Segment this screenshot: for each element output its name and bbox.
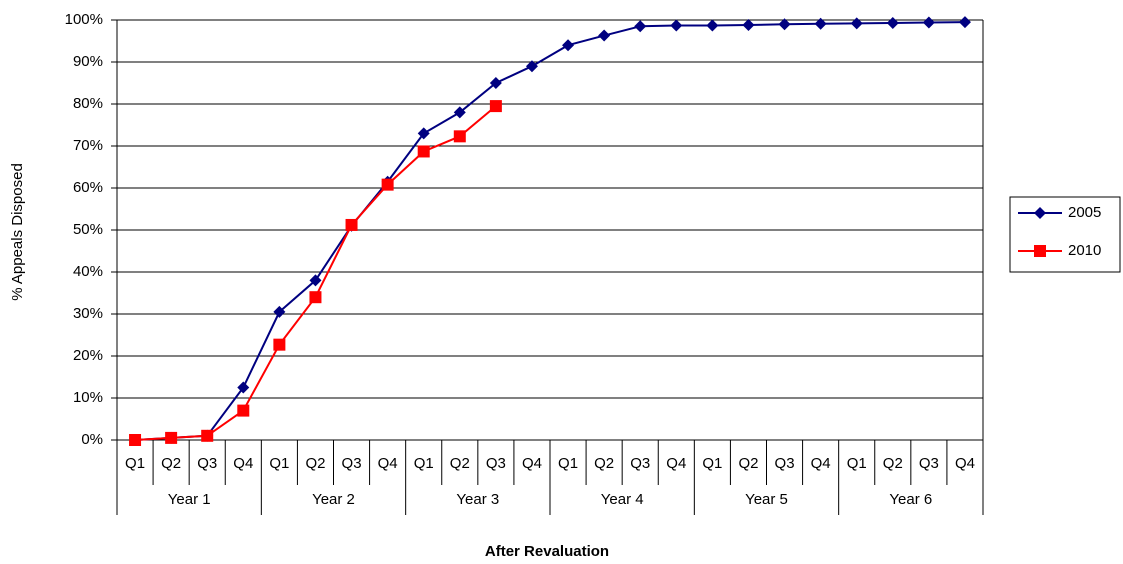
x-tick-label: Q4 xyxy=(378,455,398,472)
y-tick-label: 10% xyxy=(73,389,103,406)
x-group-label: Year 3 xyxy=(456,491,499,508)
data-point xyxy=(417,127,430,140)
data-point xyxy=(237,404,250,417)
x-tick-label: Q4 xyxy=(522,455,542,472)
x-tick-label: Q3 xyxy=(630,455,650,472)
x-tick-label: Q1 xyxy=(269,455,289,472)
data-point xyxy=(273,305,286,318)
x-axis-title: After Revaluation xyxy=(485,543,609,560)
data-point xyxy=(634,20,647,33)
x-tick-label: Q3 xyxy=(342,455,362,472)
x-tick-label: Q4 xyxy=(666,455,686,472)
y-axis-title: % Appeals Disposed xyxy=(9,163,26,301)
data-point xyxy=(417,145,430,158)
data-point xyxy=(345,218,358,231)
x-tick-label: Q4 xyxy=(233,455,253,472)
x-tick-label: Q1 xyxy=(414,455,434,472)
x-tick-label: Q3 xyxy=(919,455,939,472)
series-line xyxy=(134,105,497,441)
data-point xyxy=(489,77,502,89)
y-tick-label: 20% xyxy=(73,347,103,364)
legend-marker xyxy=(1034,207,1046,219)
data-point xyxy=(670,19,683,32)
data-point xyxy=(201,429,214,442)
data-point xyxy=(850,17,863,30)
x-group-label: Year 2 xyxy=(312,491,355,508)
x-group-label: Year 5 xyxy=(745,491,788,508)
legend-marker xyxy=(1034,245,1046,257)
data-point xyxy=(598,29,611,42)
legend-label: 2010 xyxy=(1068,242,1101,259)
x-tick-label: Q3 xyxy=(486,455,506,472)
y-tick-label: 40% xyxy=(73,263,103,280)
data-point xyxy=(778,18,791,31)
x-tick-label: Q1 xyxy=(558,455,578,472)
data-point xyxy=(922,16,935,29)
x-tick-label: Q2 xyxy=(450,455,470,472)
x-tick-label: Q2 xyxy=(883,455,903,472)
data-point xyxy=(489,100,502,113)
data-point xyxy=(814,17,827,30)
data-point xyxy=(453,130,466,143)
x-tick-label: Q2 xyxy=(305,455,325,472)
x-tick-label: Q4 xyxy=(811,455,831,472)
x-group-label: Year 1 xyxy=(168,491,211,508)
y-tick-label: 50% xyxy=(73,221,103,238)
data-point xyxy=(129,434,142,446)
data-point xyxy=(273,338,286,351)
data-point xyxy=(309,291,322,304)
data-point xyxy=(453,106,466,119)
y-tick-label: 100% xyxy=(65,11,103,28)
x-tick-label: Q1 xyxy=(702,455,722,472)
x-tick-label: Q4 xyxy=(955,455,975,472)
x-tick-label: Q2 xyxy=(161,455,181,472)
legend-box xyxy=(1009,196,1121,273)
x-group-label: Year 6 xyxy=(889,491,932,508)
x-tick-label: Q1 xyxy=(125,455,145,472)
data-point xyxy=(742,19,755,32)
data-point xyxy=(165,431,178,444)
x-tick-label: Q2 xyxy=(594,455,614,472)
data-point xyxy=(562,39,575,52)
legend-label: 2005 xyxy=(1068,204,1101,221)
x-tick-label: Q3 xyxy=(197,455,217,472)
y-tick-label: 70% xyxy=(73,137,103,154)
y-tick-label: 90% xyxy=(73,53,103,70)
data-point xyxy=(958,16,971,29)
series-line xyxy=(134,21,965,441)
y-tick-label: 0% xyxy=(81,431,103,448)
x-tick-label: Q2 xyxy=(738,455,758,472)
data-point xyxy=(309,274,322,287)
x-tick-label: Q3 xyxy=(775,455,795,472)
x-group-label: Year 4 xyxy=(601,491,644,508)
data-point xyxy=(525,60,538,73)
y-tick-label: 30% xyxy=(73,305,103,322)
data-point xyxy=(237,381,250,394)
y-tick-label: 60% xyxy=(73,179,103,196)
data-point xyxy=(706,19,719,32)
data-point xyxy=(886,16,899,29)
y-tick-label: 80% xyxy=(73,95,103,112)
x-tick-label: Q1 xyxy=(847,455,867,472)
data-point xyxy=(381,178,394,191)
